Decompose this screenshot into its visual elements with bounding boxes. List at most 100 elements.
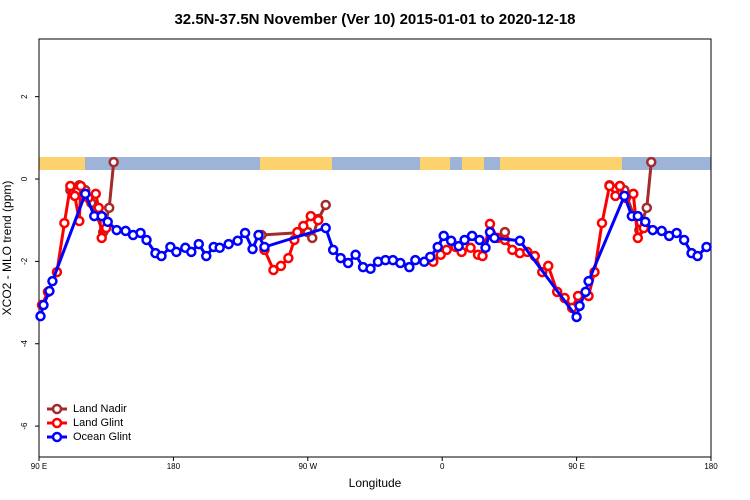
data-point	[232, 235, 243, 247]
data-point	[395, 257, 406, 269]
data-point	[108, 156, 119, 168]
y-tick-label: 0	[20, 176, 29, 181]
data-point	[572, 290, 584, 302]
data-point	[701, 241, 712, 253]
data-point	[298, 220, 309, 232]
data-point	[283, 252, 294, 264]
data-point	[640, 216, 651, 228]
data-point	[614, 180, 626, 192]
x-axis-label: Longitude	[349, 476, 402, 490]
y-tick-label: -2	[20, 257, 29, 265]
data-point	[459, 234, 470, 246]
data-point	[96, 210, 107, 222]
data-point	[171, 246, 182, 258]
data-point	[141, 234, 152, 246]
legend-label: Land Nadir	[73, 403, 127, 415]
data-point	[75, 180, 87, 192]
y-axis-label: XCO2 - MLO trend (ppm)	[0, 181, 14, 316]
data-point	[135, 227, 146, 239]
chart-title: 32.5N-37.5N November (Ver 10) 2015-01-01…	[174, 11, 575, 28]
data-point	[441, 244, 452, 256]
data-point	[186, 246, 197, 258]
data-point	[432, 241, 443, 253]
data-point	[410, 254, 421, 266]
data-point	[365, 263, 376, 275]
data-point	[307, 232, 318, 244]
y-tick-label: -6	[20, 422, 29, 430]
data-point	[193, 238, 205, 250]
data-point	[90, 188, 101, 200]
data-point	[542, 260, 554, 272]
data-point	[38, 299, 49, 311]
data-point	[604, 180, 615, 192]
data-point	[647, 224, 659, 236]
x-tick-label: 90 E	[568, 462, 584, 471]
data-point	[305, 210, 317, 222]
data-point	[313, 214, 324, 226]
data-point	[342, 257, 354, 269]
x-tick-label: 180	[704, 462, 718, 471]
data-point	[465, 242, 476, 254]
data-point	[404, 261, 415, 273]
data-point	[327, 244, 339, 256]
data-point	[632, 210, 644, 222]
legend-label: Ocean Glint	[73, 431, 131, 443]
data-point	[474, 234, 485, 246]
data-point	[59, 217, 70, 229]
data-point	[156, 250, 167, 262]
data-point	[320, 199, 331, 211]
data-point	[628, 188, 639, 200]
data-point	[35, 310, 46, 322]
data-point	[65, 180, 76, 192]
y-tick-label: -4	[20, 340, 29, 348]
data-point	[247, 243, 258, 255]
data-point	[425, 251, 436, 263]
data-point	[47, 275, 58, 287]
x-tick-label: 90 W	[298, 462, 317, 471]
data-point	[484, 218, 496, 230]
x-tick-label: 0	[440, 462, 445, 471]
legend-marker	[51, 431, 63, 443]
data-point	[596, 217, 608, 229]
data-point	[96, 232, 107, 244]
data-point	[320, 222, 331, 234]
data-point	[453, 240, 464, 252]
data-point	[275, 260, 287, 272]
data-point	[692, 250, 703, 262]
legend-marker	[51, 417, 63, 429]
y-tick-label: 2	[20, 94, 29, 99]
data-point	[93, 202, 104, 214]
series-line	[69, 161, 653, 240]
data-point	[335, 252, 346, 264]
data-point	[445, 235, 457, 247]
data-point	[111, 224, 122, 236]
series-line	[39, 192, 708, 319]
data-point	[619, 190, 630, 202]
data-point	[102, 216, 113, 228]
x-tick-label: 180	[167, 462, 181, 471]
data-point	[514, 235, 526, 247]
data-point	[641, 202, 653, 214]
data-point	[120, 225, 131, 237]
data-point	[678, 234, 690, 246]
data-point	[268, 264, 279, 276]
data-point	[350, 249, 361, 261]
data-point	[646, 156, 657, 168]
data-point	[466, 230, 478, 242]
surface-strip	[39, 157, 711, 170]
data-point	[259, 241, 270, 253]
data-point	[583, 275, 594, 287]
data-point	[477, 250, 488, 262]
plot-frame	[38, 38, 712, 458]
data-point	[253, 229, 264, 241]
data-point	[656, 225, 667, 237]
data-point	[438, 230, 449, 242]
data-point	[571, 311, 582, 323]
data-point	[574, 300, 585, 312]
data-point	[214, 242, 225, 254]
legend-marker	[51, 403, 63, 415]
legend-label: Land Glint	[73, 417, 123, 429]
data-point	[610, 190, 621, 202]
data-point	[489, 232, 500, 244]
